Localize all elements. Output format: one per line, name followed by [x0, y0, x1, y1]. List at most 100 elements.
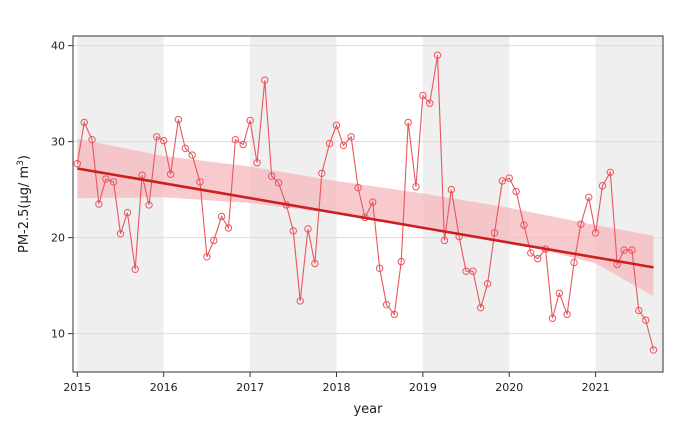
- x-axis-ticks: 2015 2016 2017 2018 2019 2020 2021: [63, 372, 610, 394]
- data-point: [116, 230, 125, 238]
- data-point: [203, 253, 211, 261]
- data-point: [153, 133, 161, 141]
- plot-frame: [72, 35, 664, 373]
- data-point: [412, 183, 420, 191]
- data-point: [109, 178, 118, 186]
- data-point: [239, 140, 247, 149]
- data-point: [483, 279, 492, 288]
- data-point: [369, 198, 377, 206]
- data-point: [318, 169, 326, 177]
- y-axis-label-main: PM-2.5(µg/ m: [17, 166, 32, 253]
- data-point: [224, 224, 233, 232]
- data-point: [339, 141, 348, 150]
- x-tick-label: 2017: [236, 381, 264, 394]
- data-point: [563, 310, 571, 319]
- data-point: [570, 258, 578, 267]
- data-point: [145, 201, 153, 209]
- data-point: [477, 303, 485, 312]
- data-point: [325, 139, 334, 148]
- data-point: [419, 91, 427, 100]
- data-point: [642, 316, 650, 324]
- trend-line-path: [77, 167, 654, 269]
- data-point: [585, 193, 593, 201]
- data-point: [347, 133, 355, 141]
- data-point: [296, 297, 304, 305]
- data-point: [426, 99, 434, 107]
- data-point: [274, 179, 283, 187]
- data-point: [166, 170, 175, 178]
- data-point: [591, 229, 600, 237]
- y-tick-label: 20: [51, 232, 65, 245]
- year-band: [77, 36, 164, 372]
- data-point: [649, 346, 658, 354]
- data-point: [123, 208, 132, 217]
- data-point: [289, 227, 297, 235]
- year-band: [595, 36, 663, 372]
- data-point: [462, 267, 470, 275]
- data-point: [469, 267, 477, 275]
- data-point: [253, 159, 261, 167]
- data-point: [196, 178, 204, 186]
- x-tick-label: 2018: [322, 381, 350, 394]
- y-tick-label: 30: [51, 136, 65, 149]
- data-point: [620, 246, 628, 254]
- data-point: [598, 182, 607, 190]
- data-point: [181, 144, 189, 153]
- data-point: [174, 115, 183, 124]
- data-point: [635, 306, 643, 315]
- data-point: [80, 118, 88, 127]
- data-point: [512, 187, 520, 196]
- data-point: [131, 265, 139, 273]
- data-point: [490, 229, 499, 237]
- data-point: [498, 177, 507, 185]
- data-point: [332, 121, 341, 129]
- y-axis-label: PM-2.5(µg/ m3): [16, 155, 32, 253]
- y-axis-label-superscript: 3: [16, 160, 26, 166]
- data-point: [397, 257, 405, 266]
- trend-line: [77, 167, 654, 269]
- data-point: [527, 249, 535, 257]
- x-tick-label: 2015: [63, 381, 91, 394]
- data-point: [95, 200, 103, 208]
- data-point: [73, 159, 82, 168]
- data-point: [267, 172, 276, 180]
- y-tick-label: 40: [51, 40, 65, 53]
- y-tick-label: 10: [51, 328, 65, 341]
- data-point: [354, 183, 362, 192]
- data-point: [447, 185, 456, 194]
- x-tick-label: 2020: [495, 381, 523, 394]
- y-axis-ticks: 10 20 30 40: [51, 40, 73, 341]
- data-point: [505, 174, 513, 182]
- data-point: [102, 175, 110, 183]
- data-point: [311, 259, 319, 268]
- pm25-series: [73, 51, 658, 354]
- data-point: [404, 118, 412, 127]
- data-point: [555, 289, 564, 297]
- data-point: [261, 76, 269, 84]
- data-point: [440, 236, 449, 245]
- data-point: [210, 236, 218, 245]
- data-point: [534, 255, 542, 263]
- data-point: [577, 220, 585, 228]
- data-point: [548, 314, 557, 322]
- data-point: [188, 151, 196, 159]
- x-tick-label: 2019: [409, 381, 437, 394]
- data-point: [382, 301, 391, 309]
- data-point: [231, 135, 240, 144]
- data-point: [246, 116, 254, 125]
- x-axis-label: year: [353, 402, 383, 417]
- x-tick-label: 2021: [582, 381, 610, 394]
- data-point: [375, 264, 384, 273]
- data-point: [390, 310, 399, 319]
- data-point: [217, 212, 226, 221]
- data-point: [160, 136, 168, 145]
- x-tick-label: 2016: [150, 381, 178, 394]
- data-point: [88, 135, 96, 144]
- data-point: [606, 168, 615, 177]
- data-point: [628, 246, 636, 254]
- data-point: [433, 51, 442, 59]
- y-axis-label-close: ): [17, 155, 32, 160]
- data-point: [520, 221, 528, 229]
- data-point: [304, 225, 312, 233]
